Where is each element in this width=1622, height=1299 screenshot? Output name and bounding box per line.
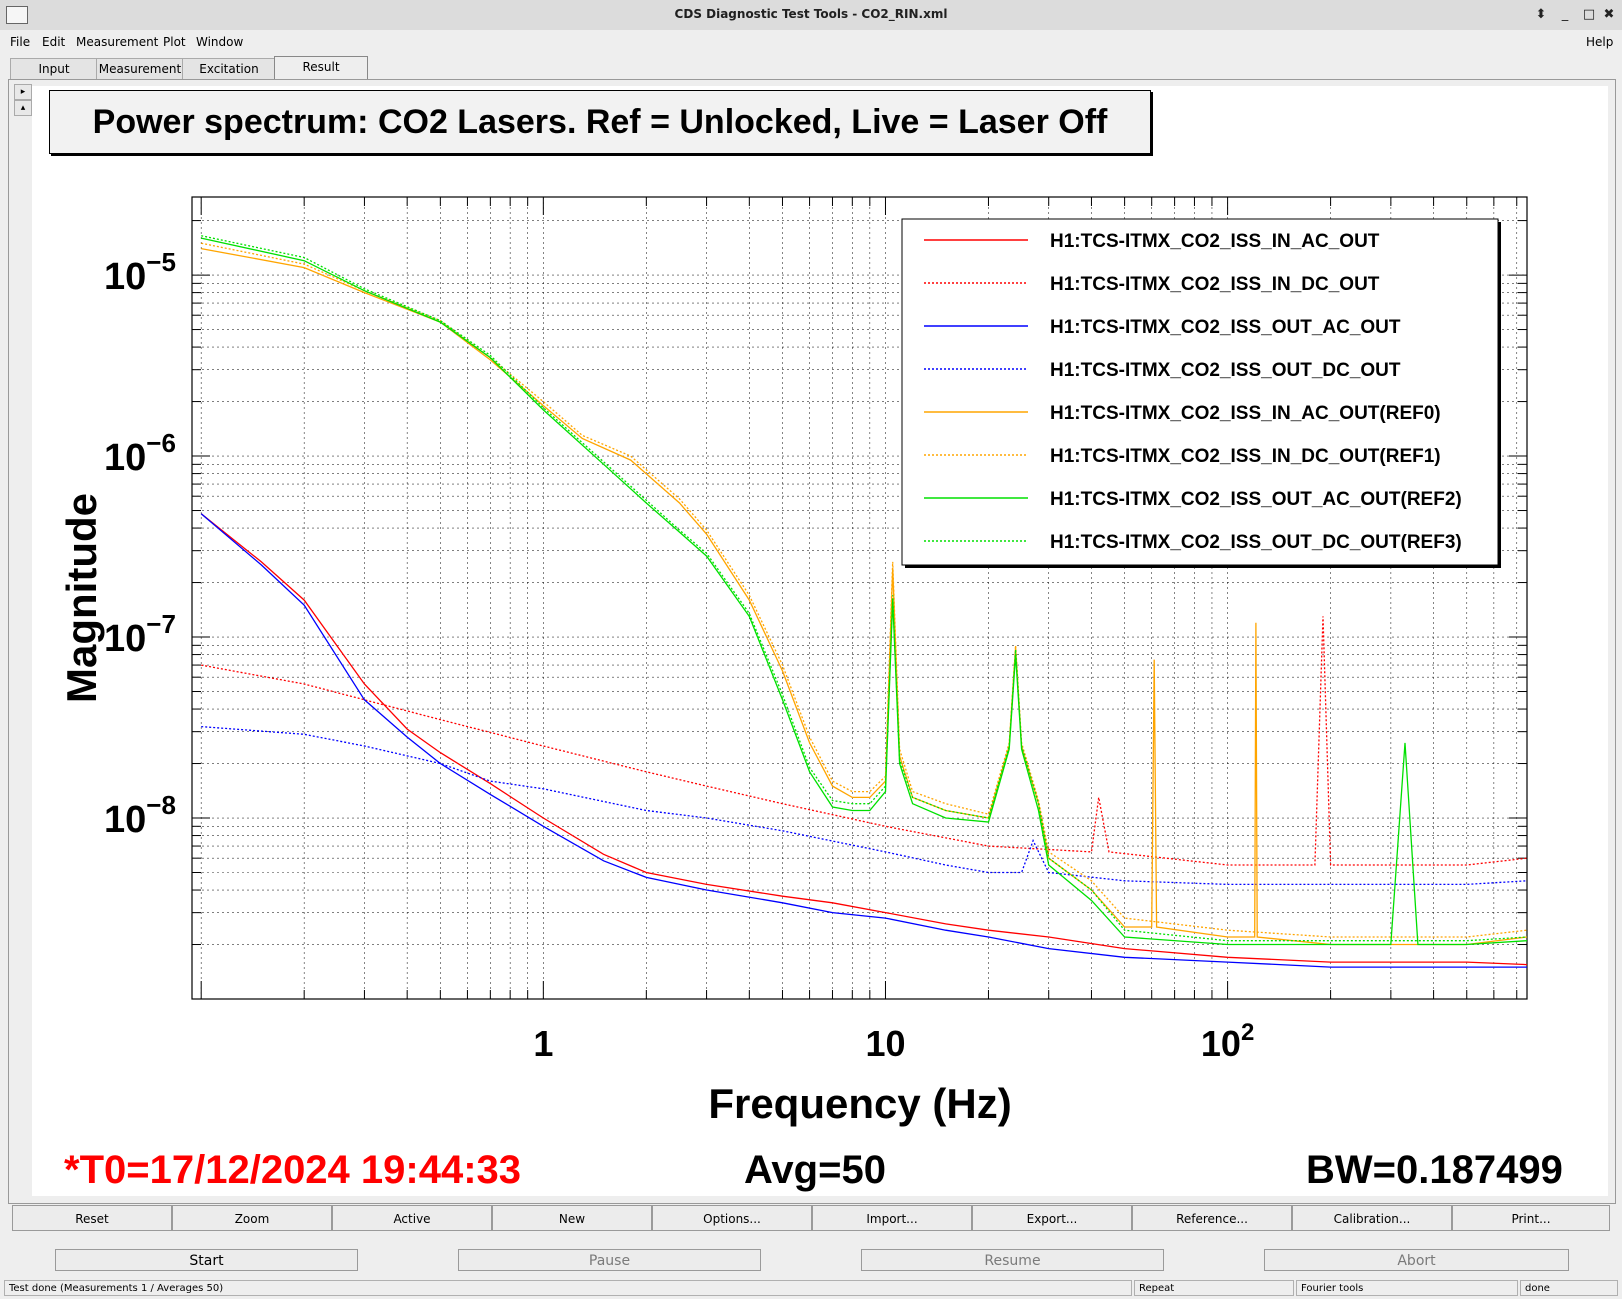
abort-button[interactable]: Abort bbox=[1264, 1249, 1569, 1271]
shade-icon[interactable]: ⬍ bbox=[1535, 7, 1547, 22]
y-tick-label: 10−6 bbox=[104, 428, 176, 479]
series-line-0 bbox=[200, 513, 1528, 966]
tab-bar: Input Measurement Excitation Result bbox=[0, 56, 1622, 80]
menubar: File Edit Measurement Plot Window Help bbox=[0, 30, 1622, 54]
series-line-2 bbox=[200, 513, 1527, 968]
reset-button[interactable]: Reset bbox=[12, 1205, 172, 1231]
result-panel bbox=[8, 79, 1616, 1204]
legend-entry: H1:TCS-ITMX_CO2_ISS_OUT_AC_OUT(REF2) bbox=[1050, 489, 1462, 510]
legend-box bbox=[901, 218, 1499, 566]
start-button[interactable]: Start bbox=[55, 1249, 358, 1271]
status-state: done bbox=[1520, 1280, 1618, 1296]
plot-title: Power spectrum: CO2 Lasers. Ref = Unlock… bbox=[92, 103, 1108, 141]
menu-window[interactable]: Window bbox=[196, 35, 244, 49]
menu-plot[interactable]: Plot bbox=[163, 35, 186, 49]
status-repeat: Repeat bbox=[1134, 1280, 1294, 1296]
expand-up-icon[interactable]: ▴ bbox=[14, 100, 32, 116]
menu-file[interactable]: File bbox=[10, 35, 31, 49]
pause-button[interactable]: Pause bbox=[458, 1249, 761, 1271]
plot-frame bbox=[191, 196, 1528, 1000]
app-icon bbox=[6, 6, 28, 24]
legend-entry: H1:TCS-ITMX_CO2_ISS_IN_DC_OUT bbox=[1050, 274, 1380, 295]
x-axis-label: Frequency (Hz) bbox=[708, 1080, 1011, 1127]
legend-entry: H1:TCS-ITMX_CO2_ISS_IN_DC_OUT(REF1) bbox=[1050, 446, 1441, 467]
export-button[interactable]: Export... bbox=[972, 1205, 1132, 1231]
resume-button[interactable]: Resume bbox=[861, 1249, 1164, 1271]
tab-excitation[interactable]: Excitation bbox=[182, 58, 276, 79]
y-tick-label: 10−7 bbox=[104, 609, 176, 660]
averages-label: Avg=50 bbox=[744, 1148, 886, 1192]
tab-result[interactable]: Result bbox=[274, 56, 368, 79]
calibration-button[interactable]: Calibration... bbox=[1292, 1205, 1452, 1231]
tab-measurement[interactable]: Measurement bbox=[96, 58, 184, 79]
series-line-3 bbox=[201, 725, 1528, 886]
menu-help[interactable]: Help bbox=[1586, 35, 1614, 49]
legend-entry: H1:TCS-ITMX_CO2_ISS_IN_AC_OUT bbox=[1050, 231, 1380, 252]
axis-ticks bbox=[192, 197, 1527, 1000]
y-tick-labels: 10−5 10−6 10−7 10−8 bbox=[104, 247, 176, 841]
series-line-1 bbox=[201, 616, 1528, 866]
options-button[interactable]: Options... bbox=[652, 1205, 812, 1231]
legend-entry: H1:TCS-ITMX_CO2_ISS_OUT_AC_OUT bbox=[1050, 317, 1401, 338]
legend-entry: H1:TCS-ITMX_CO2_ISS_OUT_DC_OUT(REF3) bbox=[1050, 532, 1462, 553]
x-tick-labels: 1 10 102 bbox=[533, 1019, 1254, 1064]
x-tick-label: 1 bbox=[533, 1023, 553, 1064]
series-line-4 bbox=[201, 247, 1528, 946]
menu-measurement[interactable]: Measurement bbox=[76, 35, 159, 49]
maximize-icon[interactable]: □ bbox=[1582, 7, 1596, 22]
reference-button[interactable]: Reference... bbox=[1132, 1205, 1292, 1231]
t0-timestamp: *T0=17/12/2024 19:44:33 bbox=[64, 1148, 522, 1192]
series-line-7 bbox=[201, 235, 1528, 942]
tab-input[interactable]: Input bbox=[10, 58, 98, 79]
bandwidth-label: BW=0.187499 bbox=[1306, 1148, 1563, 1192]
plot-title-box: Power spectrum: CO2 Lasers. Ref = Unlock… bbox=[49, 90, 1151, 154]
legend-entry: H1:TCS-ITMX_CO2_ISS_IN_AC_OUT(REF0) bbox=[1050, 403, 1441, 424]
x-tick-label: 102 bbox=[1201, 1019, 1254, 1064]
zoom-button[interactable]: Zoom bbox=[172, 1205, 332, 1231]
legend-entry: H1:TCS-ITMX_CO2_ISS_OUT_DC_OUT bbox=[1050, 360, 1401, 381]
y-tick-label: 10−5 bbox=[104, 247, 176, 298]
legend: H1:TCS-ITMX_CO2_ISS_IN_AC_OUT H1:TCS-ITMX… bbox=[901, 218, 1501, 568]
status-bar: Test done (Measurements 1 / Averages 50)… bbox=[0, 1278, 1622, 1299]
x-tick-label: 10 bbox=[865, 1023, 905, 1064]
menu-edit[interactable]: Edit bbox=[42, 35, 66, 49]
print-button[interactable]: Print... bbox=[1452, 1205, 1610, 1231]
active-button[interactable]: Active bbox=[332, 1205, 492, 1231]
expand-right-icon[interactable]: ▸ bbox=[14, 84, 32, 100]
window-title: CDS Diagnostic Test Tools - CO2_RIN.xml bbox=[674, 7, 948, 21]
status-tools: Fourier tools bbox=[1296, 1280, 1518, 1296]
grid-lines bbox=[192, 197, 1527, 1000]
y-axis-label: Magnitude bbox=[58, 493, 105, 703]
series-group bbox=[200, 235, 1528, 968]
minimize-icon[interactable]: _ bbox=[1561, 7, 1569, 22]
plot-toolbar: Reset Zoom Active New Options... Import.… bbox=[10, 1205, 1612, 1233]
import-button[interactable]: Import... bbox=[812, 1205, 972, 1231]
new-button[interactable]: New bbox=[492, 1205, 652, 1231]
y-tick-label: 10−8 bbox=[104, 790, 176, 841]
close-icon[interactable]: ✖ bbox=[1603, 7, 1615, 22]
status-message: Test done (Measurements 1 / Averages 50) bbox=[4, 1280, 1132, 1296]
